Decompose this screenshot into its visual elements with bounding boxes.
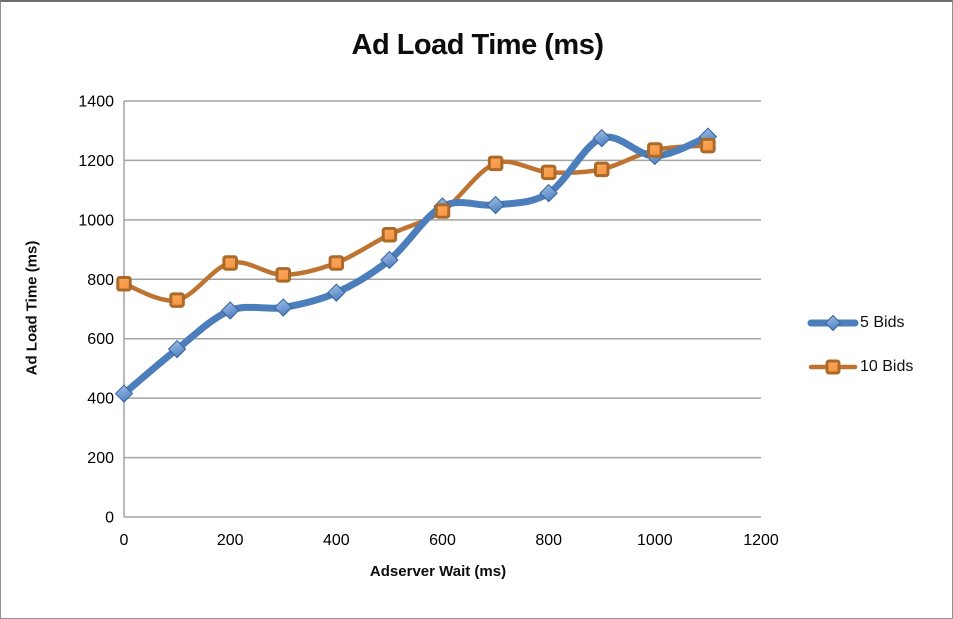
y-tick-label: 400 (87, 391, 114, 408)
y-tick-label: 1200 (78, 153, 114, 170)
x-tick-label: 600 (429, 532, 456, 549)
series-5-bids-marker (220, 301, 240, 320)
x-tick-label: 0 (120, 532, 129, 549)
y-axis-title: Ad Load Time (ms) (23, 240, 41, 376)
y-tick-label: 200 (87, 450, 114, 467)
y-tick-label: 1400 (78, 94, 114, 111)
series-10-bids-marker (487, 155, 504, 172)
series-10-bids-marker (169, 292, 185, 308)
x-tick-label: 1200 (743, 532, 779, 549)
series-10-bids-marker (434, 203, 451, 219)
series-5-bids-line (120, 133, 712, 398)
series-10-bids-marker (328, 255, 345, 271)
series-10-bids-marker (381, 226, 398, 243)
series-10-bids-marker (222, 255, 238, 271)
series-5-bids-marker (327, 283, 346, 302)
legend: 5 Bids 10 Bids (807, 307, 913, 383)
series-10-bids-marker (275, 267, 291, 283)
chart-title: Ad Load Time (ms) (351, 29, 605, 61)
y-tick-label: 0 (105, 510, 114, 527)
series-10-bids-marker (594, 161, 610, 178)
y-tick-label: 1000 (78, 212, 114, 229)
series-5-bids-legend-marker-icon (807, 314, 859, 332)
series-5-bids-marker (592, 128, 611, 148)
series-5-bids-marker (380, 250, 399, 270)
series-10-bids-marker (540, 164, 557, 181)
legend-label: 5 Bids (860, 314, 905, 331)
y-tick-label: 600 (87, 331, 114, 348)
series-10-bids-legend-marker-icon (808, 359, 858, 375)
x-tick-label: 400 (323, 532, 350, 549)
y-tick-label: 800 (87, 272, 114, 289)
series-10-bids-marker (700, 137, 716, 154)
series-10-bids-line (121, 143, 711, 303)
series-5-bids-marker (486, 195, 505, 215)
x-tick-label: 800 (535, 532, 562, 549)
legend-item-10-bids: 10 Bids (807, 351, 913, 383)
series-10-bids-marker (116, 275, 132, 292)
x-tick-label: 1000 (637, 532, 673, 549)
series-5-bids-marker (539, 183, 558, 203)
x-tick-label: 200 (217, 532, 244, 549)
x-axis-title: Adserver Wait (ms) (369, 563, 507, 580)
series-5-bids-marker (114, 384, 134, 403)
series-5-bids-marker (274, 298, 293, 317)
series-10-bids-marker (647, 142, 663, 158)
legend-label: 10 Bids (860, 358, 914, 375)
series-5-bids-marker (167, 339, 187, 359)
legend-item-5-bids: 5 Bids (807, 307, 913, 339)
